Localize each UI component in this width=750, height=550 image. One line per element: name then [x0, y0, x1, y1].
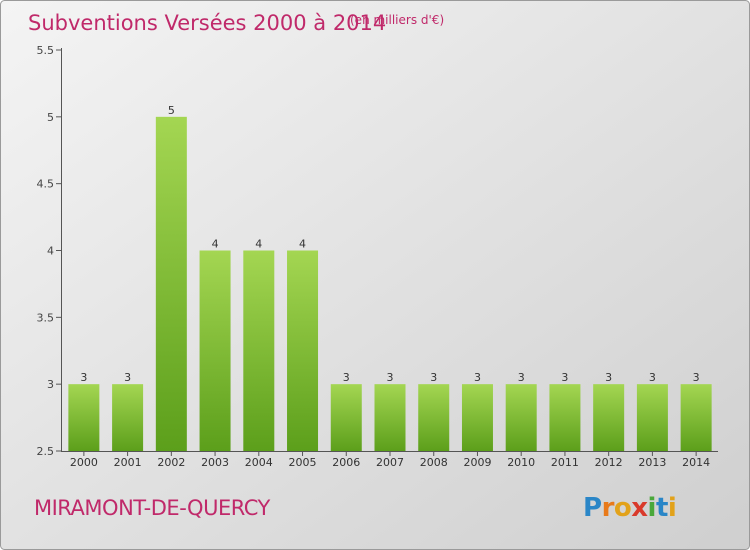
bar-2007 [374, 384, 406, 451]
x-tick-labels: 2000 2001 2002 2003 2004 2005 2006 2007 2008 2009… [70, 451, 710, 469]
bar-value-label: 3 [343, 371, 350, 384]
x-tick-label: 2011 [551, 456, 579, 469]
y-tick-label: 5.5 [37, 44, 55, 57]
bar-2011 [549, 384, 581, 451]
x-tick-label: 2006 [332, 456, 360, 469]
x-tick-label: 2000 [70, 456, 98, 469]
x-tick-label: 2002 [157, 456, 185, 469]
y-axis: 2.5 3 3.5 4 4.5 5 5.5 [37, 44, 62, 458]
bar-2013 [636, 384, 668, 451]
bar-value-label: 4 [212, 238, 219, 251]
x-tick-label: 2010 [507, 456, 535, 469]
bar-2008 [418, 384, 450, 451]
place-name: MIRAMONT-DE-QUERCY [34, 496, 271, 520]
bar-value-label: 3 [387, 371, 394, 384]
bar-2000 [68, 384, 100, 451]
bar-2012 [593, 384, 625, 451]
bar-2005 [287, 250, 319, 451]
y-tick-label: 2.5 [37, 445, 55, 458]
bar-value-label: 4 [255, 238, 262, 251]
chart-subtitle: (en milliers d'€) [350, 13, 444, 27]
bar-value-label: 3 [561, 371, 568, 384]
bar-2004 [243, 250, 275, 451]
x-tick-label: 2013 [638, 456, 666, 469]
x-tick-label: 2001 [114, 456, 142, 469]
bar-2003 [199, 250, 231, 451]
bars: 3 3 5 4 4 4 3 3 3 3 3 3 3 3 3 [68, 104, 712, 451]
bar-value-label: 3 [474, 371, 481, 384]
bar-value-label: 3 [430, 371, 437, 384]
svg-text:Proxiti: Proxiti [583, 493, 676, 523]
y-ticks: 2.5 3 3.5 4 4.5 5 5.5 [37, 44, 61, 458]
y-tick-label: 4.5 [37, 178, 55, 191]
x-tick-label: 2005 [289, 456, 317, 469]
bar-value-label: 3 [693, 371, 700, 384]
bar-value-label: 5 [168, 104, 175, 117]
bar-2006 [330, 384, 362, 451]
bar-value-label: 3 [649, 371, 656, 384]
x-tick-label: 2003 [201, 456, 229, 469]
bar-2001 [112, 384, 144, 451]
x-tick-label: 2014 [682, 456, 710, 469]
bar-2009 [461, 384, 493, 451]
bar-2010 [505, 384, 537, 451]
chart-title: Subventions Versées 2000 à 2014 [28, 11, 386, 35]
bar-2014 [680, 384, 712, 451]
y-tick-label: 3.5 [37, 311, 55, 324]
bar-value-label: 4 [299, 238, 306, 251]
y-tick-label: 3 [47, 378, 54, 391]
bar-value-label: 3 [518, 371, 525, 384]
y-tick-label: 4 [47, 245, 54, 258]
bar-value-label: 3 [80, 371, 87, 384]
x-tick-label: 2004 [245, 456, 273, 469]
bar-value-label: 3 [605, 371, 612, 384]
x-tick-label: 2012 [595, 456, 623, 469]
bar-2002 [155, 116, 187, 451]
y-tick-label: 5 [47, 111, 54, 124]
x-tick-label: 2007 [376, 456, 404, 469]
bar-value-label: 3 [124, 371, 131, 384]
x-tick-label: 2009 [463, 456, 491, 469]
x-tick-label: 2008 [420, 456, 448, 469]
proxiti-logo: Proxiti [583, 493, 677, 523]
